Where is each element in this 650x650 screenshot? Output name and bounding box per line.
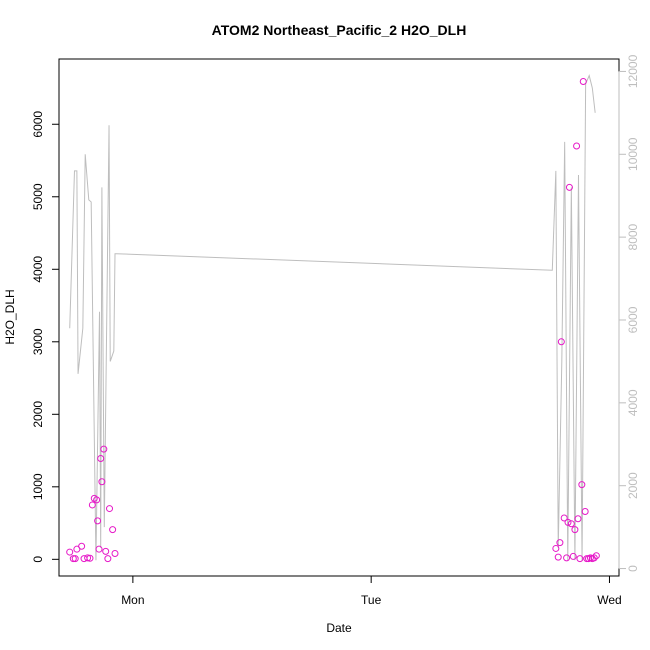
data-point [104, 555, 112, 563]
x-tick-label: Wed [597, 593, 621, 607]
data-point [576, 555, 584, 563]
y2-tick-label: 8000 [626, 223, 640, 250]
data-point [565, 183, 573, 191]
data-point [564, 518, 572, 526]
y2-tick-label: 2000 [626, 472, 640, 499]
data-point [111, 550, 119, 558]
data-point [106, 505, 114, 513]
series-points [66, 77, 600, 563]
x-tick-label: Mon [121, 593, 144, 607]
data-point [88, 501, 96, 509]
series-line-path [69, 74, 596, 561]
data-point [95, 545, 103, 553]
data-point [590, 554, 598, 562]
data-point [563, 554, 571, 562]
y2-tick-label: 10000 [626, 137, 640, 171]
y2-tick-label: 0 [626, 565, 640, 572]
data-point [569, 552, 577, 560]
x-tick-label: Tue [361, 593, 382, 607]
data-point [581, 507, 589, 515]
chart-title: ATOM2 Northeast_Pacific_2 H2O_DLH [212, 22, 467, 38]
data-point [578, 481, 586, 489]
data-point [560, 514, 568, 522]
series-line [69, 74, 596, 561]
data-point [574, 515, 582, 523]
data-point [86, 554, 94, 562]
data-point [579, 77, 587, 85]
data-point [592, 552, 600, 560]
data-point [97, 455, 105, 463]
y-tick-label: 0 [31, 556, 45, 563]
data-point [573, 142, 581, 150]
data-point [552, 544, 560, 552]
data-point [554, 553, 562, 561]
data-point [567, 520, 575, 528]
data-point [84, 554, 92, 562]
data-point [102, 547, 110, 555]
y-tick-label: 1000 [31, 473, 45, 500]
data-point [93, 496, 101, 504]
data-point [557, 338, 565, 346]
data-point [71, 555, 79, 563]
data-point [78, 542, 86, 550]
data-point [109, 526, 117, 534]
y-tick-label: 2000 [31, 401, 45, 428]
data-point [571, 526, 579, 534]
y-tick-label: 6000 [31, 111, 45, 138]
data-point [69, 555, 77, 563]
y-tick-label: 3000 [31, 328, 45, 355]
y-axis-left: 0 1000 2000 3000 4000 5000 6000 [31, 111, 60, 563]
y-tick-label: 5000 [31, 183, 45, 210]
y2-tick-label: 12000 [626, 54, 640, 88]
x-axis: Mon Tue Wed [121, 575, 622, 607]
y-tick-label: 4000 [31, 256, 45, 283]
y-axis-label: H2O_DLH [3, 289, 17, 344]
y2-tick-label: 4000 [626, 389, 640, 416]
data-point [66, 548, 74, 556]
data-point [98, 478, 106, 486]
data-point [94, 517, 102, 525]
y-axis-right: 0 2000 4000 6000 8000 10000 12000 [618, 54, 640, 572]
y2-tick-label: 6000 [626, 306, 640, 333]
data-point [100, 445, 108, 453]
x-axis-label: Date [326, 621, 352, 635]
data-point [556, 539, 564, 547]
